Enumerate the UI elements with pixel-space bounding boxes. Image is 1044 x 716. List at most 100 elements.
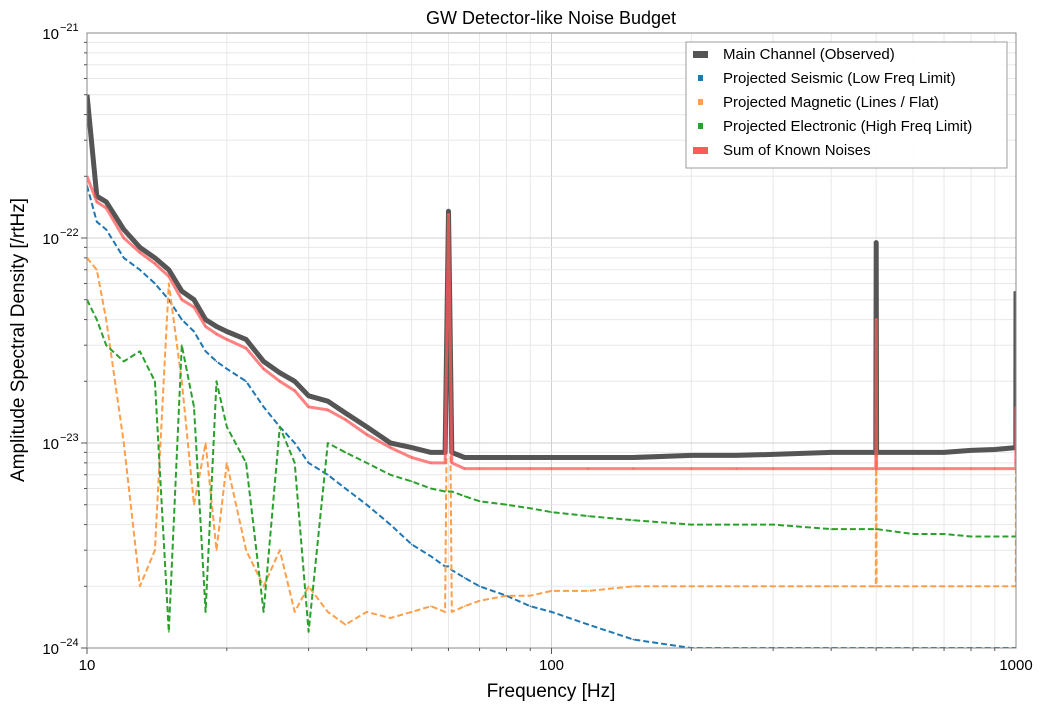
data-point: [389, 523, 392, 526]
data-point: [587, 515, 590, 517]
data-point: [875, 467, 878, 470]
data-point: [587, 456, 590, 459]
data-point: [478, 456, 481, 459]
data-point: [226, 425, 228, 428]
data-point: [122, 442, 125, 444]
data-point: [550, 456, 553, 459]
data-point: [139, 350, 141, 353]
data-point: [912, 533, 914, 535]
y-tick-exponent: −22: [60, 227, 79, 239]
x-tick-label: 10: [79, 657, 96, 674]
data-point: [505, 456, 508, 459]
data-point: [327, 473, 329, 476]
chart-title: GW Detector-like Noise Budget: [426, 8, 676, 28]
data-point: [262, 585, 265, 588]
data-point: [463, 577, 466, 579]
data-point: [830, 585, 832, 588]
data-point: [970, 585, 972, 588]
series-line-1: [87, 185, 1016, 648]
data-point: [410, 611, 413, 613]
data-point: [875, 585, 878, 588]
data-point: [450, 462, 453, 464]
data-point: [278, 372, 281, 374]
data-point: [96, 220, 98, 223]
legend-swatch: [698, 123, 703, 129]
data-point: [505, 594, 508, 597]
x-tick-label: 1000: [999, 657, 1032, 674]
legend-swatch: [693, 51, 708, 58]
data-point: [262, 360, 265, 363]
data-point: [215, 333, 218, 335]
data-point: [226, 330, 228, 333]
data-point: [344, 418, 347, 421]
data-point: [450, 490, 453, 493]
data-point: [154, 257, 156, 259]
data-point: [463, 495, 466, 498]
data-point: [307, 585, 310, 588]
data-point: [410, 456, 413, 459]
data-point: [587, 467, 590, 470]
data-point: [293, 442, 296, 444]
data-point: [122, 237, 125, 239]
data-point: [193, 306, 195, 308]
data-point: [226, 462, 228, 464]
y-axis-label: Amplitude Spectral Density [/rtHz]: [8, 198, 29, 482]
data-point: [912, 451, 914, 454]
y-tick-exponent: −21: [60, 22, 79, 34]
data-point: [226, 368, 228, 370]
data-point: [587, 590, 590, 592]
data-point: [344, 623, 347, 626]
legend-entry: Sum of Known Noises: [723, 142, 871, 159]
data-point: [365, 503, 368, 506]
data-point: [215, 360, 218, 363]
data-point: [327, 409, 329, 411]
data-point: [307, 462, 310, 464]
data-point: [105, 207, 108, 209]
data-point: [450, 611, 453, 613]
data-point: [632, 456, 635, 459]
data-point: [307, 630, 310, 633]
data-point: [444, 490, 446, 493]
data-point: [735, 454, 738, 457]
data-point: [529, 507, 532, 510]
data-point: [993, 448, 996, 451]
data-point: [139, 268, 141, 271]
x-axis-label: Frequency [Hz]: [487, 681, 616, 702]
data-point: [478, 500, 481, 503]
data-point: [970, 467, 972, 470]
data-point: [587, 623, 590, 626]
data-point: [830, 451, 832, 454]
data-point: [307, 394, 310, 397]
data-point: [735, 523, 738, 526]
data-point: [245, 347, 247, 350]
data-point: [344, 412, 347, 414]
series-line-3: [87, 299, 1016, 633]
data-point: [478, 585, 481, 588]
legend-entry: Projected Electronic (High Freq Limit): [723, 118, 972, 135]
data-point: [96, 201, 98, 203]
data-point: [204, 350, 207, 353]
data-point: [447, 490, 450, 493]
data-point: [204, 318, 207, 321]
data-point: [293, 389, 296, 392]
data-point: [245, 462, 247, 464]
data-point: [830, 467, 832, 470]
data-point: [215, 325, 218, 328]
data-point: [444, 611, 446, 613]
data-point: [529, 605, 532, 607]
data-point: [772, 523, 774, 526]
data-point: [875, 528, 878, 530]
data-point: [307, 406, 310, 408]
data-point: [278, 425, 281, 428]
data-point: [389, 617, 392, 619]
data-point: [278, 549, 281, 551]
data-point: [993, 467, 996, 470]
data-point: [690, 523, 693, 526]
data-point: [154, 262, 156, 265]
data-point: [632, 467, 635, 470]
data-point: [327, 400, 329, 402]
data-point: [181, 290, 183, 293]
data-point: [193, 503, 195, 506]
data-point: [262, 368, 265, 370]
